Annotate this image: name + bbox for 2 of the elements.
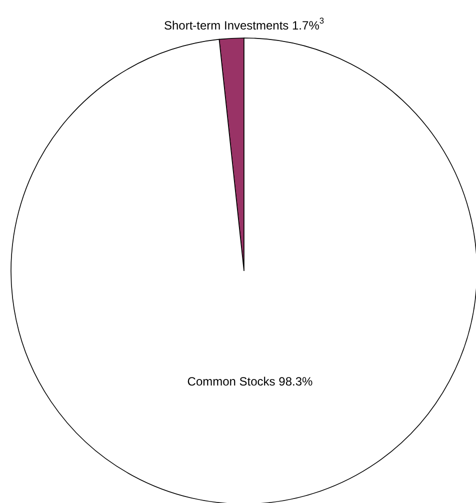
slice-label: Short-term Investments 1.7%$^{3}$ [164, 16, 324, 33]
slice-label: Common Stocks 98.3% [187, 374, 313, 389]
